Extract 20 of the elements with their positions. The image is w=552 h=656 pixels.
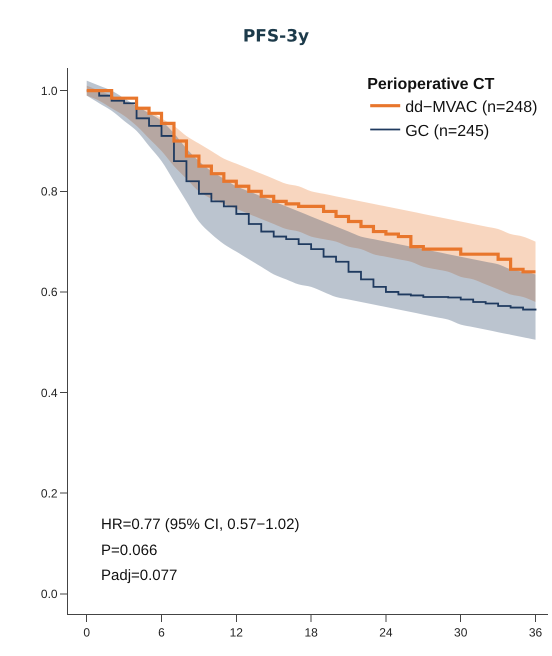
- y-tick-label: 1.0: [40, 84, 58, 98]
- x-tick-label: 6: [158, 625, 166, 640]
- y-tick-label: 0.2: [40, 486, 58, 500]
- x-tick-label: 12: [230, 625, 244, 640]
- legend-label: GC (n=245): [405, 122, 490, 140]
- y-tick-label: 0.6: [40, 285, 58, 300]
- annotation: Padj=0.077: [101, 567, 178, 584]
- x-tick-label: 18: [304, 625, 318, 640]
- x-tick-label: 36: [528, 625, 543, 640]
- annotation: P=0.066: [101, 542, 158, 559]
- annotation: HR=0.77 (95% CI, 0.57−1.02): [101, 516, 300, 533]
- legend-label: dd−MVAC (n=248): [405, 98, 538, 116]
- y-tick-label: 0.0: [40, 587, 58, 602]
- x-tick-label: 0: [83, 625, 90, 640]
- x-tick-label: 30: [454, 625, 468, 640]
- chart-title: PFS-3y: [242, 26, 310, 46]
- x-tick-label: 24: [379, 625, 393, 640]
- y-tick-label: 0.4: [40, 386, 58, 400]
- legend-title: Perioperative CT: [367, 76, 495, 93]
- y-tick-label: 0.8: [40, 184, 58, 198]
